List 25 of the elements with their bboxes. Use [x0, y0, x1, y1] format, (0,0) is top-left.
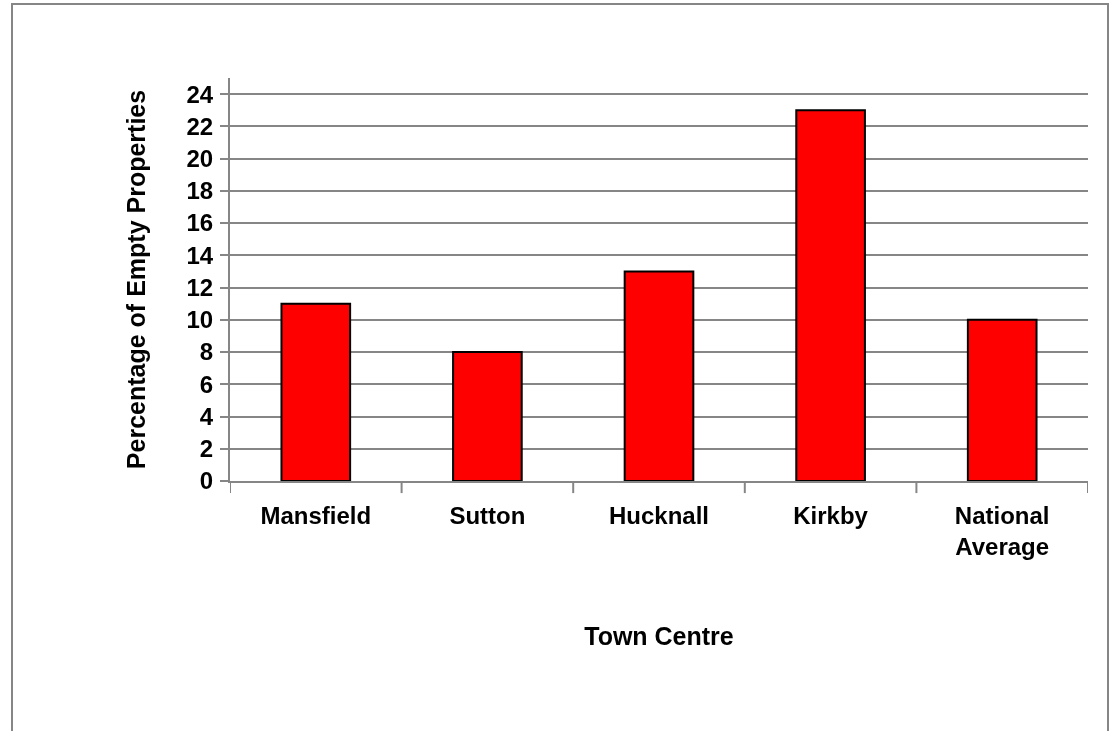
x-axis-title: Town Centre — [584, 621, 734, 650]
x-tick-label: Sutton — [449, 501, 526, 529]
y-tick-label: 0 — [199, 467, 214, 495]
y-tick-label: 4 — [199, 402, 214, 430]
x-tick-label: Mansfield — [260, 501, 372, 529]
x-tick-label: Kirkby — [793, 501, 869, 529]
y-tick-label: 22 — [186, 112, 214, 140]
x-tick-label: National Average — [954, 501, 1050, 560]
y-tick-label: 24 — [186, 80, 214, 108]
y-axis-title: Percentage of Empty Properties — [121, 89, 150, 470]
y-tick-label: 12 — [186, 273, 214, 301]
y-tick-label: 8 — [199, 338, 214, 366]
y-tick-label: 14 — [186, 241, 214, 269]
bar — [966, 318, 1038, 481]
bar — [623, 270, 695, 481]
y-tick-label: 20 — [186, 145, 214, 172]
bar — [795, 109, 866, 481]
bar — [280, 302, 352, 481]
y-tick-label: 16 — [186, 209, 214, 237]
bar — [452, 351, 523, 481]
y-tick-label: 2 — [199, 435, 214, 463]
x-tick-label: Hucknall — [608, 501, 710, 529]
y-tick-label: 6 — [199, 370, 214, 398]
y-tick-label: 18 — [186, 177, 214, 205]
y-tick-label: 10 — [186, 306, 214, 334]
